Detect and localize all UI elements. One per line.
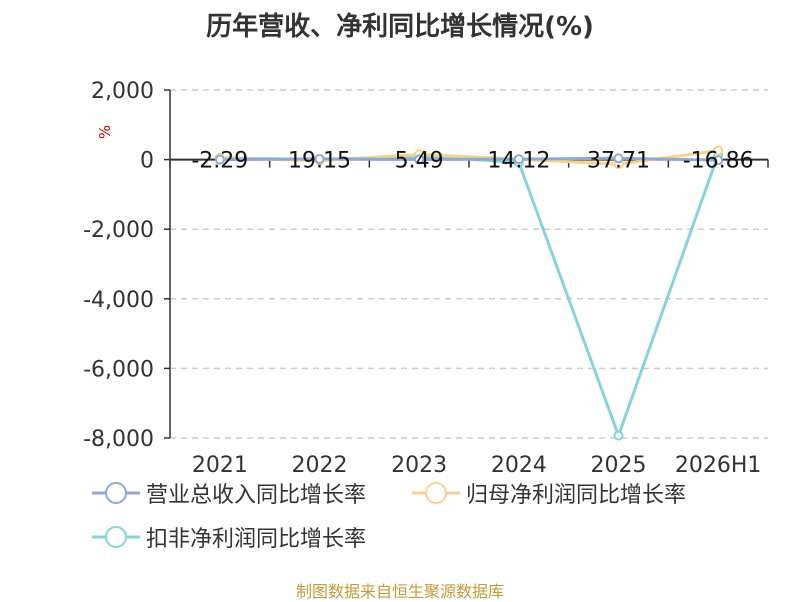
data-point xyxy=(613,430,624,441)
data-label: 37.71 xyxy=(587,149,650,174)
y-axis-label: % xyxy=(96,125,114,139)
legend-line-circle-icon xyxy=(412,482,460,504)
data-point xyxy=(713,145,724,156)
y-tick-label: 0 xyxy=(140,149,154,174)
data-labels: -2.29 19.15 5.49 14.12 37.71 -16.86 xyxy=(191,149,753,174)
x-tick-label: 2025 xyxy=(591,453,647,478)
series-lines xyxy=(214,145,724,441)
legend-item-revenue[interactable]: 营业总收入同比增长率 xyxy=(92,476,366,510)
legend-label: 营业总收入同比增长率 xyxy=(146,483,367,508)
series-line xyxy=(219,156,719,162)
legend-item-net-profit[interactable]: 归母净利润同比增长率 xyxy=(412,476,686,510)
series-line xyxy=(219,153,720,438)
y-tick-label: 2,000 xyxy=(91,79,154,104)
legend-item-deducted-profit[interactable]: 扣非净利润同比增长率 xyxy=(92,520,366,554)
data-point xyxy=(513,154,524,165)
y-tick-label: -4,000 xyxy=(83,288,154,313)
x-tick-label: 2024 xyxy=(491,453,547,478)
axes: 2,000 0 -2,000 -4,000 -6,000 -8,000 2021 2022 20… xyxy=(83,79,769,478)
x-tick-label: 2023 xyxy=(391,453,447,478)
data-point xyxy=(613,153,624,164)
data-label: 14.12 xyxy=(487,149,550,174)
data-label: -2.29 xyxy=(191,149,248,174)
data-point xyxy=(214,154,225,165)
data-point xyxy=(314,153,325,164)
legend-label: 归母净利润同比增长率 xyxy=(466,483,687,508)
x-tick-label: 2022 xyxy=(292,453,348,478)
data-label: 5.49 xyxy=(395,149,444,174)
y-tick-label: -8,000 xyxy=(83,427,154,452)
chart-title: 历年营收、净利同比增长情况(%) xyxy=(206,12,594,42)
x-tick-label: 2026H1 xyxy=(675,453,762,478)
source-note: 制图数据来自恒生聚源数据库 xyxy=(295,582,504,601)
x-tick-label: 2021 xyxy=(192,453,248,478)
legend-label: 扣非净利润同比增长率 xyxy=(146,527,367,552)
data-label: -16.86 xyxy=(683,149,754,174)
y-tick-label: -6,000 xyxy=(83,357,154,382)
legend-line-circle-icon xyxy=(92,526,140,548)
data-point xyxy=(414,154,425,165)
data-label: 19.15 xyxy=(288,149,351,174)
y-tick-label: -2,000 xyxy=(83,218,154,243)
legend-line-circle-icon xyxy=(92,482,140,504)
data-point xyxy=(713,155,724,166)
